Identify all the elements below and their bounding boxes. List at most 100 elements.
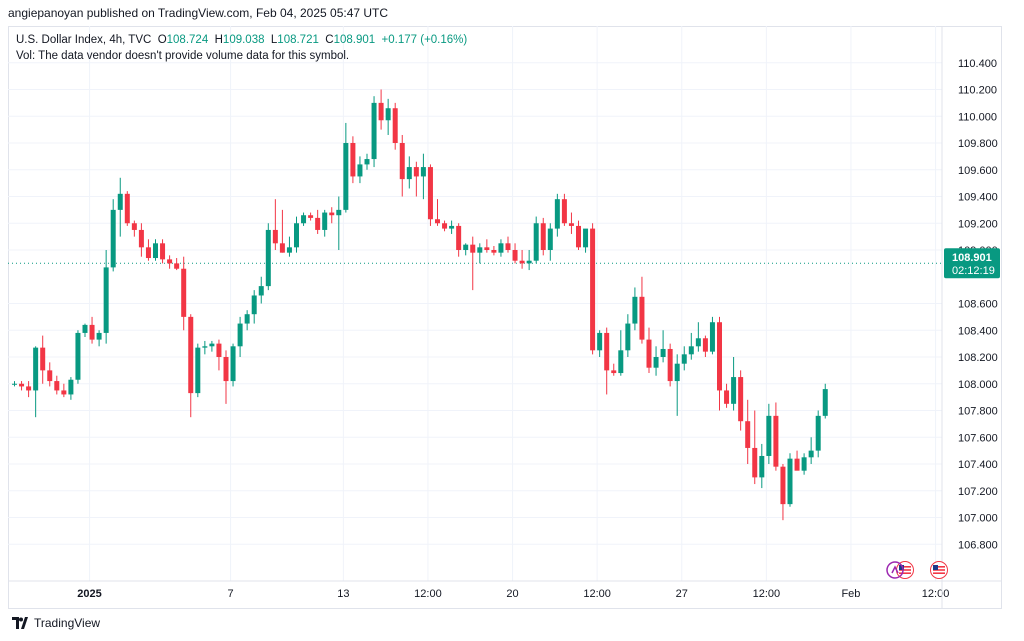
candle-body: [815, 415, 821, 451]
candle-body: [420, 167, 426, 177]
bar-countdown: 02:12:19: [952, 265, 995, 277]
x-tick-label: 12:00: [414, 588, 442, 600]
candle-body: [625, 323, 631, 351]
candle-body: [702, 338, 708, 352]
candle-body: [456, 225, 462, 250]
candle-body: [61, 390, 67, 395]
candle-body: [547, 228, 553, 250]
candle-body: [188, 316, 194, 394]
y-tick-label: 107.400: [958, 459, 998, 471]
y-tick-label: 110.400: [958, 58, 997, 70]
candle-body: [681, 354, 687, 364]
candle-body: [308, 215, 314, 218]
candle-body: [124, 193, 130, 224]
candle-body: [695, 338, 701, 347]
candle-body: [181, 268, 187, 317]
candle-body: [738, 377, 744, 422]
candle-body: [561, 199, 567, 224]
y-tick-label: 110.000: [958, 111, 997, 123]
open-value: 108.724: [166, 34, 209, 46]
candle-body: [442, 223, 448, 229]
candle-body: [780, 466, 786, 505]
economic-event-icon[interactable]: [886, 561, 904, 579]
price-chart[interactable]: 110.400 110.200 110.000 109.800 109.600 109.4…: [8, 26, 1002, 609]
publish-attribution: angiepanoyan published on TradingView.co…: [8, 6, 389, 20]
candle-body: [322, 212, 328, 230]
y-tick-label: 109.200: [958, 218, 998, 230]
candle-body: [343, 143, 349, 210]
candle-body: [54, 381, 60, 391]
candle-body: [484, 247, 490, 250]
candle-body: [117, 193, 123, 210]
candle-body: [223, 357, 229, 382]
candle-body: [336, 209, 342, 216]
candle-body: [526, 260, 532, 264]
candle-body: [554, 199, 560, 229]
candle-body: [174, 263, 180, 269]
candle-body: [202, 346, 208, 348]
candle-body: [470, 244, 476, 253]
candle-body: [350, 143, 356, 177]
candle-body: [568, 223, 574, 226]
x-tick-label: 20: [506, 588, 518, 600]
brand-name: TradingView: [34, 616, 101, 630]
y-tick-label: 109.800: [958, 138, 998, 150]
candle-body: [265, 229, 271, 287]
last-price-badge: [944, 248, 1000, 279]
candle-body: [590, 228, 596, 351]
candle-body: [597, 332, 603, 351]
candle-body: [209, 343, 215, 347]
y-tick-label: 107.200: [958, 486, 998, 498]
candle-body: [759, 455, 765, 478]
close-label: C: [325, 34, 334, 46]
candle-body: [660, 348, 666, 357]
candle-body: [427, 167, 433, 220]
candle-body: [709, 322, 715, 352]
symbol-label: U.S. Dollar Index, 4h, TVC: [16, 34, 152, 46]
candle-body: [674, 363, 680, 382]
candle-body: [766, 415, 772, 456]
candle-body: [435, 219, 440, 224]
candle-body: [385, 108, 391, 121]
candle-body: [371, 102, 377, 160]
y-tick-label: 109.600: [958, 165, 998, 177]
x-tick-label: 2025: [77, 588, 101, 600]
candle-body: [131, 223, 137, 230]
candle-body: [68, 379, 74, 395]
candle-body: [449, 225, 455, 229]
candle-body: [498, 243, 504, 253]
y-tick-label: 107.800: [958, 406, 998, 418]
candle-body: [364, 159, 370, 165]
y-tick-label: 110.200: [958, 85, 997, 97]
candle-body: [773, 415, 779, 467]
us-flag-icon[interactable]: [930, 561, 948, 579]
volume-note: Vol: The data vendor doesn't provide vol…: [16, 50, 350, 62]
candle-body: [378, 102, 384, 121]
candle-body: [329, 212, 335, 216]
candle-body: [153, 243, 158, 259]
candle-body: [244, 314, 250, 324]
candle-body: [19, 383, 25, 387]
candle-body: [301, 215, 307, 224]
candle-body: [357, 164, 363, 177]
candle-body: [808, 450, 814, 458]
candle-body: [216, 343, 222, 357]
candle-body: [294, 223, 299, 248]
x-tick-label: 12:00: [583, 588, 611, 600]
x-tick-label: 12:00: [922, 588, 950, 600]
candle-body: [279, 243, 285, 253]
candle-body: [286, 247, 292, 253]
candle-body: [230, 346, 236, 382]
x-tick-label: 13: [337, 588, 349, 600]
candle-body: [787, 458, 793, 505]
candle-body: [688, 346, 694, 355]
candle-body: [646, 339, 652, 368]
x-tick-label: Feb: [841, 588, 860, 600]
candle-body: [75, 332, 81, 380]
candle-body: [477, 247, 483, 253]
candle-body: [731, 377, 737, 404]
x-tick-label: 12:00: [753, 588, 781, 600]
candle-body: [26, 386, 32, 391]
candle-body: [110, 209, 116, 268]
y-tick-label: 107.000: [958, 513, 998, 525]
